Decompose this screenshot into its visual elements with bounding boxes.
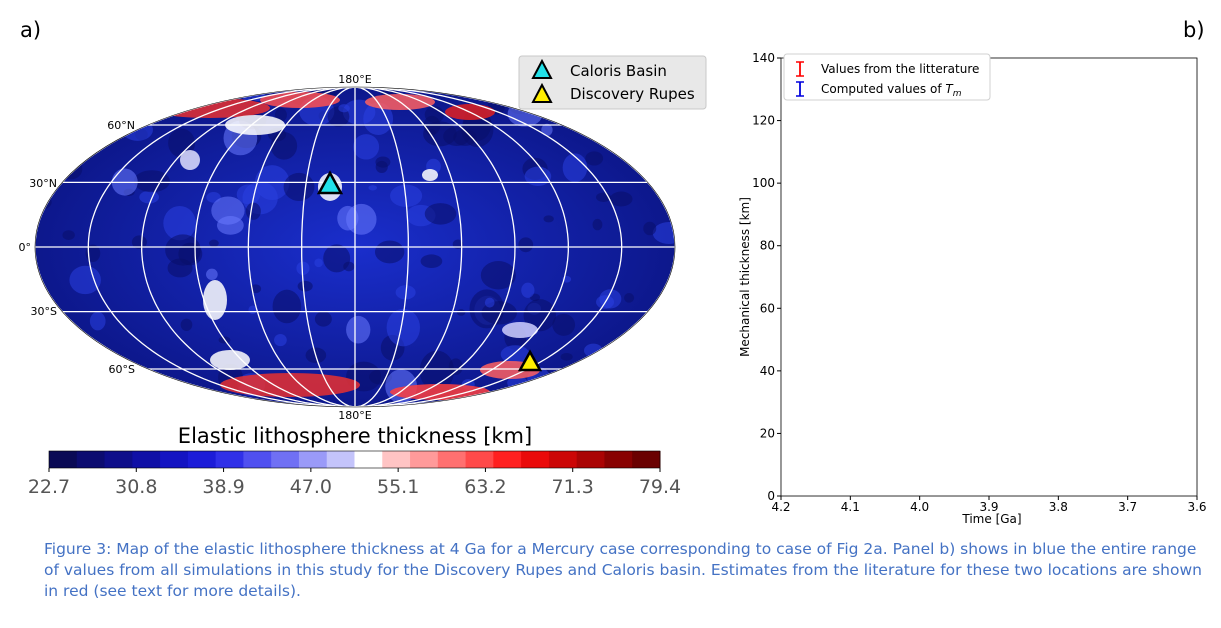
colorbar-segment: [326, 451, 355, 468]
y-tick-label: 20: [760, 426, 775, 440]
colorbar-segment: [382, 451, 411, 468]
colorbar-segment: [76, 451, 106, 468]
colorbar: [49, 451, 661, 468]
colorbar-segment: [243, 451, 272, 468]
caloris-legend-icon: [531, 58, 553, 79]
colorbar-segment: [410, 451, 439, 468]
colorbar-ticks: 22.7 30.8 38.9 47.0 55.1 63.2 71.3 79.4: [28, 468, 681, 498]
x-tick-label: 3.9: [979, 500, 998, 514]
y-tick-label: 60: [760, 301, 775, 315]
y-tick-label: 80: [760, 239, 775, 253]
lon-label-bottom: 180°E: [338, 409, 371, 422]
x-tick-label: 3.7: [1118, 500, 1137, 514]
colorbar-tick-label: 30.8: [115, 476, 157, 498]
colorbar-segment: [298, 451, 328, 468]
colorbar-tick-label: 55.1: [377, 476, 419, 498]
caloris-basin-marker: [316, 170, 344, 195]
discovery-legend-icon: [531, 82, 553, 103]
colorbar-title: Elastic lithosphere thickness [km]: [178, 424, 532, 448]
colorbar-segment: [521, 451, 550, 468]
colorbar-segment: [493, 451, 522, 468]
lat-label-60n: 60°N: [107, 119, 135, 132]
legend-litterature: Values from the litterature: [821, 62, 979, 76]
colorbar-segment: [465, 451, 494, 468]
lat-label-0: 0°: [19, 241, 32, 254]
colorbar-tick-label: 22.7: [28, 476, 70, 498]
legend-red-errorbar-icon: [796, 61, 804, 77]
x-tick-label: 4.1: [841, 500, 860, 514]
colorbar-segment: [632, 451, 661, 468]
x-tick-label: 3.6: [1187, 500, 1206, 514]
legend-discovery-rupes: Discovery Rupes: [570, 85, 695, 103]
figure-caption: Figure 3: Map of the elastic lithosphere…: [44, 540, 1202, 600]
colorbar-segment: [215, 451, 244, 468]
x-tick-label: 3.8: [1049, 500, 1068, 514]
legend-computed: Computed values of Tm: [821, 82, 962, 99]
lon-label-top: 180°E: [338, 73, 371, 86]
legend-blue-errorbar-icon: [796, 81, 804, 97]
y-tick-label: 0: [767, 489, 775, 503]
chart-legend: Values from the litterature Computed val…: [783, 53, 991, 101]
colorbar-segment: [354, 451, 383, 468]
lat-label-60s: 60°S: [109, 363, 135, 376]
map-legend: Caloris Basin Discovery Rupes: [518, 55, 707, 110]
lat-label-30s: 30°S: [31, 305, 57, 318]
y-tick-label: 40: [760, 364, 775, 378]
lat-label-30n: 30°N: [29, 177, 57, 190]
x-tick-label: 4.2: [771, 500, 790, 514]
x-tick-label: 4.0: [910, 500, 929, 514]
colorbar-tick-label: 38.9: [202, 476, 244, 498]
colorbar-segment: [271, 451, 300, 468]
y-tick-label: 100: [752, 176, 775, 190]
colorbar-tick-label: 47.0: [290, 476, 332, 498]
colorbar-tick-label: 79.4: [639, 476, 681, 498]
panel-b-label: b): [1183, 18, 1205, 42]
colorbar-segment: [437, 451, 467, 468]
discovery-rupes-marker: [517, 349, 543, 372]
colorbar-tick-label: 63.2: [464, 476, 506, 498]
colorbar-segment: [548, 451, 578, 468]
colorbar-segment: [160, 451, 189, 468]
colorbar-segment: [104, 451, 133, 468]
x-axis-label: Time [Ga]: [961, 512, 1021, 526]
panel-a-label: a): [20, 18, 42, 42]
colorbar-segment: [576, 451, 605, 468]
y-tick-label: 120: [752, 114, 775, 128]
colorbar-segment: [132, 451, 161, 468]
colorbar-segment: [187, 451, 217, 468]
colorbar-segment: [604, 451, 633, 468]
y-axis-label: Mechanical thickness [km]: [738, 197, 752, 357]
colorbar-tick-label: 71.3: [552, 476, 594, 498]
legend-caloris-basin: Caloris Basin: [570, 62, 667, 80]
y-tick-label: 140: [752, 51, 775, 65]
chart-axes: 4.2 4.1 4.0 3.9 3.8 3.7 3.6 0 20 40 60 80 100 120 140: [752, 51, 1206, 514]
mechanical-thickness-chart: Discovery RupesCaloris Basin 4.24.14.03.…: [738, 51, 1207, 526]
colorbar-segment: [49, 451, 78, 468]
thickness-map: 180°E 180°E 60°N 30°N 0° 30°S 60°S Calor…: [19, 55, 707, 498]
